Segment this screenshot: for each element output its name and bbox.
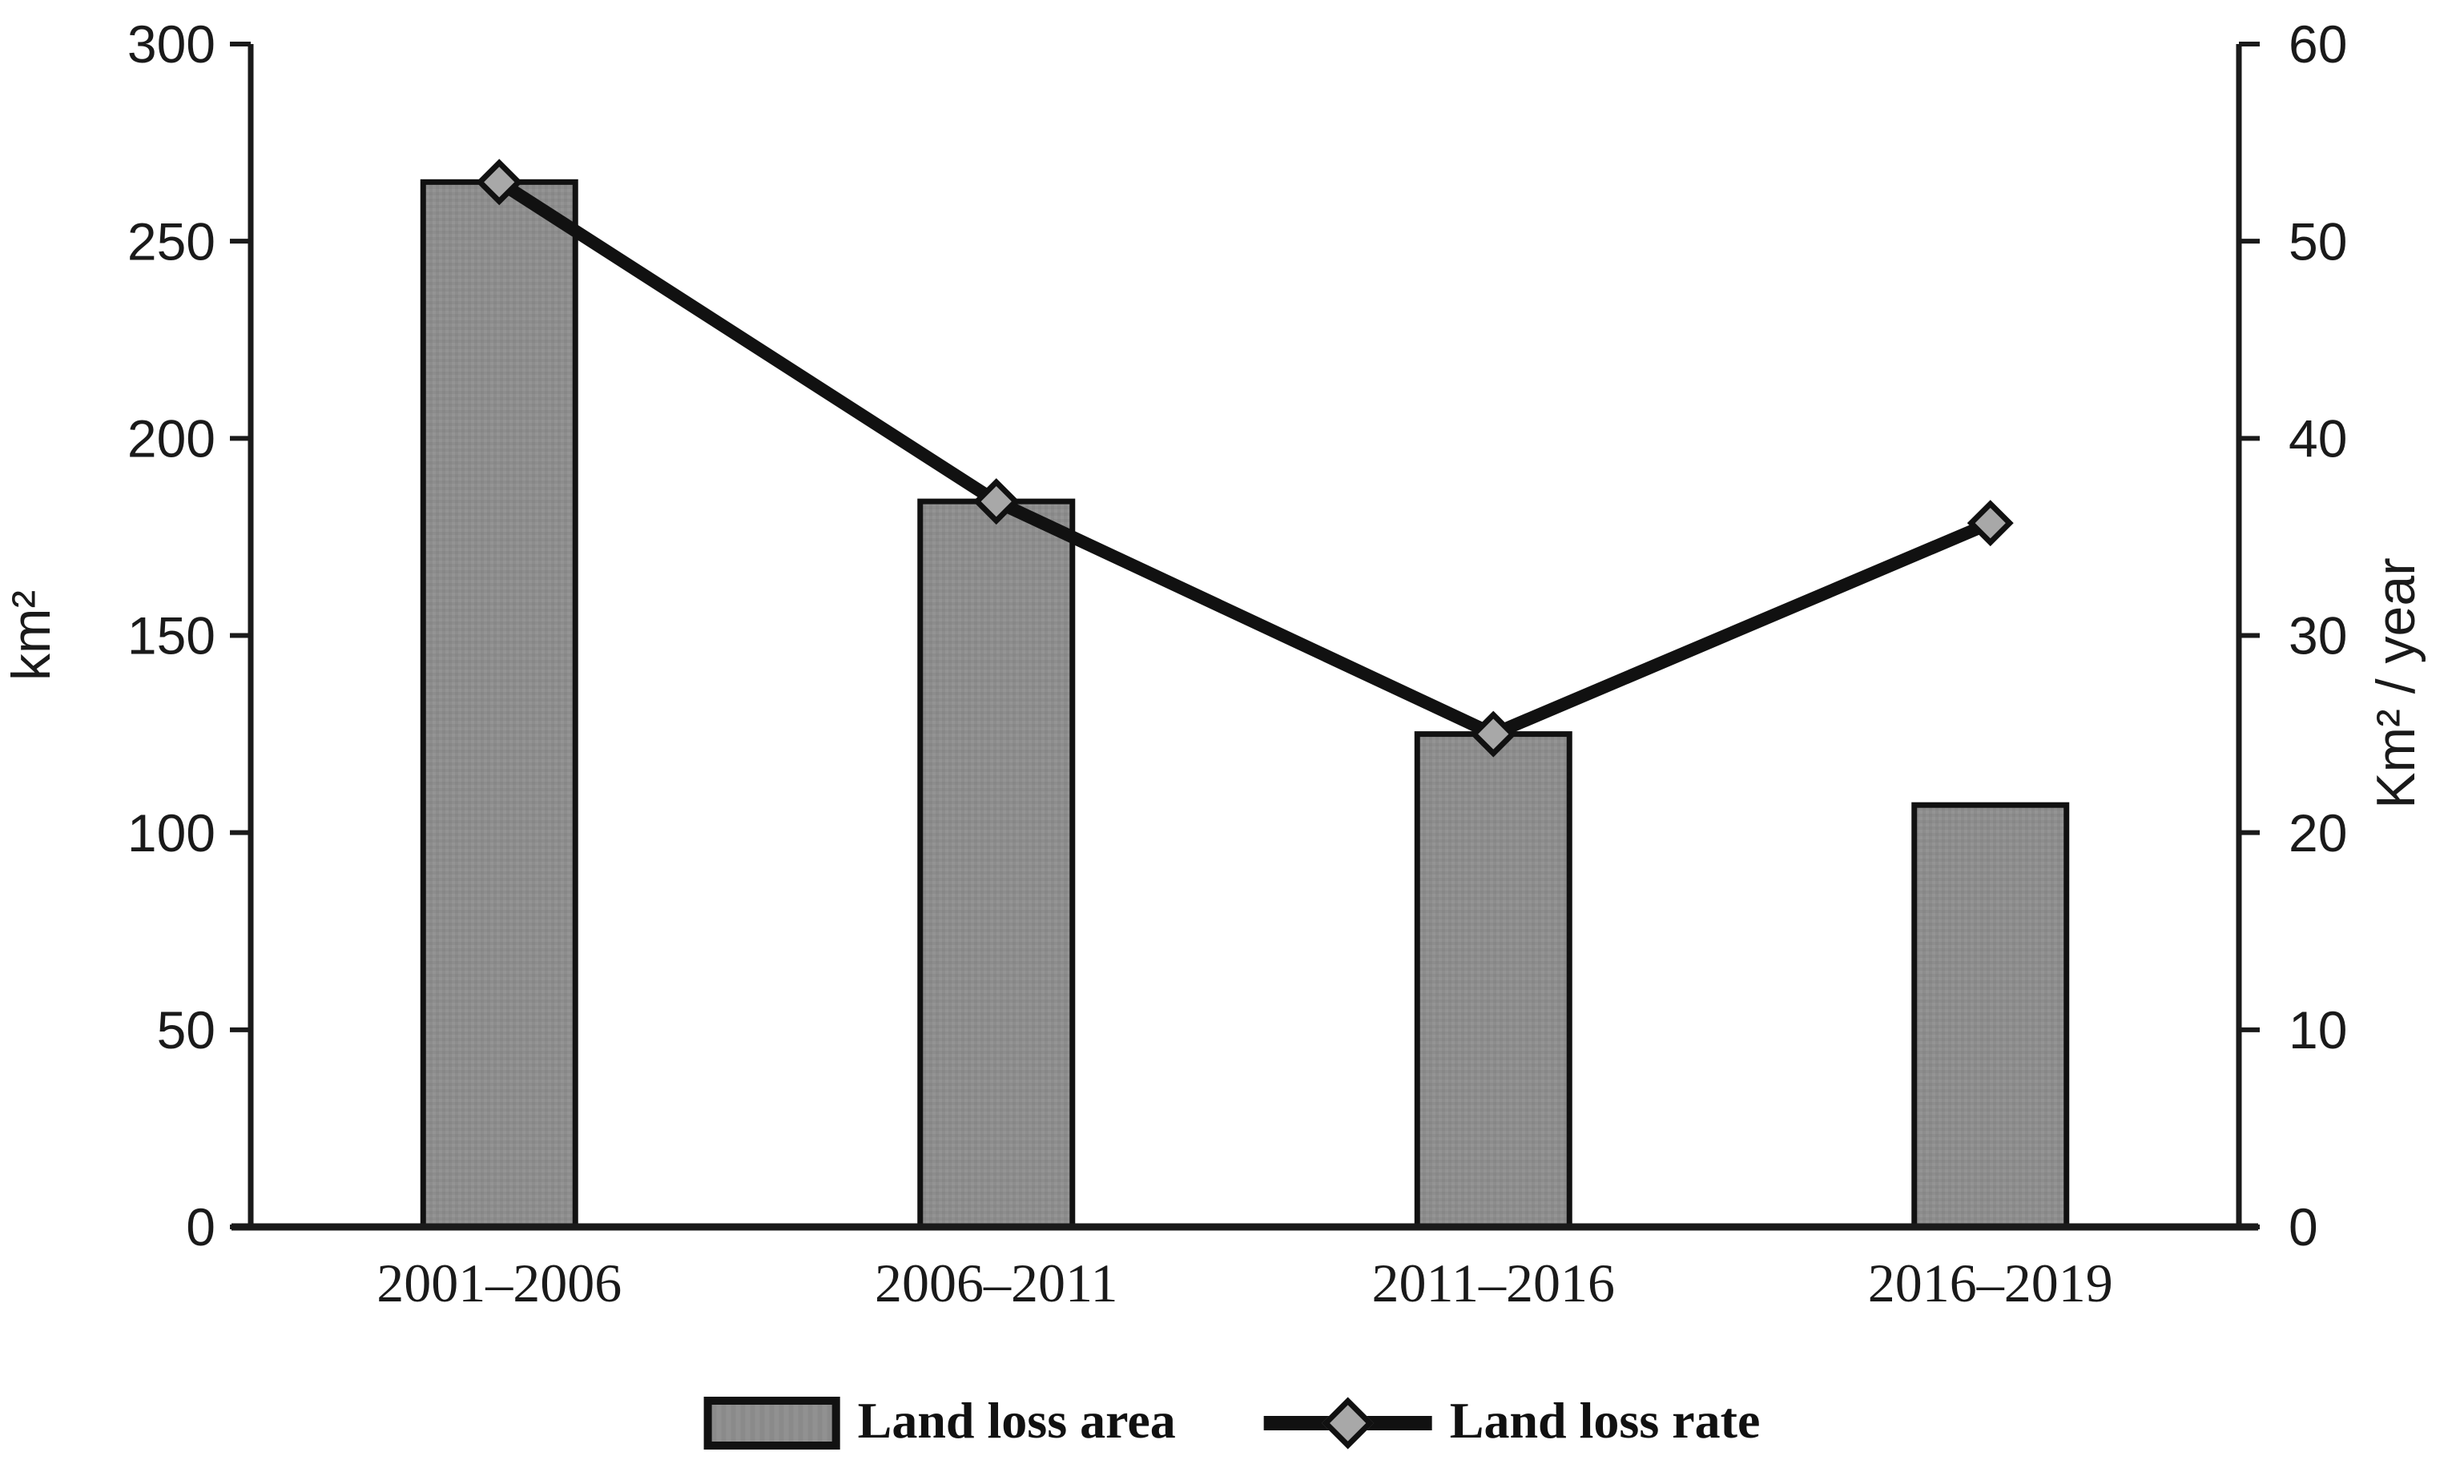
rate-marker-2011–2016 — [1470, 710, 1517, 758]
bar-2006–2011 — [917, 498, 1076, 1230]
y-axis-left-title: km² — [1, 590, 62, 681]
rate-series-swatch-icon — [1263, 1397, 1432, 1450]
legend-item-rate: Land loss rate — [1263, 1392, 1761, 1451]
legend: Land loss area Land loss rate — [703, 1392, 1761, 1451]
y-axis-left-tick-label: 300 — [127, 14, 215, 74]
rate-marker-2001–2006 — [476, 159, 523, 206]
legend-label-area: Land loss area — [857, 1392, 1176, 1449]
y-axis-right-tick-label: 50 — [2289, 211, 2347, 271]
y-axis-right-tick-label: 30 — [2289, 606, 2347, 666]
y-axis-right-title: Km² / year — [2365, 557, 2426, 809]
rate-marker-2006–2011 — [972, 478, 1020, 525]
y-axis-right-tick-label: 0 — [2289, 1197, 2318, 1257]
y-axis-right-tick-label: 40 — [2289, 408, 2347, 468]
y-axis-left-tick-label: 200 — [127, 408, 215, 468]
diamond-marker-icon — [1322, 1397, 1375, 1450]
legend-item-area: Land loss area — [703, 1392, 1176, 1451]
bar-2001–2006 — [420, 179, 578, 1230]
y-axis-left-tick-label: 150 — [127, 606, 215, 666]
bar-2016–2019 — [1911, 802, 2070, 1230]
x-axis-category-label: 2011–2016 — [1372, 1253, 1615, 1313]
y-axis-left-tick-label: 50 — [157, 1000, 215, 1060]
rate-marker-2016–2019 — [1967, 500, 2014, 547]
legend-label-rate: Land loss rate — [1449, 1392, 1761, 1449]
y-axis-left-tick-label: 0 — [186, 1197, 215, 1257]
bar-2011–2016 — [1414, 731, 1572, 1230]
x-axis-category-label: 2001–2006 — [376, 1253, 622, 1313]
rate-line — [495, 176, 1993, 742]
x-axis-category-label: 2006–2011 — [875, 1253, 1117, 1313]
y-axis-right-tick-label: 10 — [2289, 1000, 2347, 1060]
y-axis-left-tick-label: 100 — [127, 803, 215, 863]
x-axis-category-label: 2016–2019 — [1868, 1253, 2113, 1313]
area-series-swatch-icon — [703, 1397, 840, 1450]
y-axis-right-tick-label: 20 — [2289, 803, 2347, 863]
y-axis-left-tick-label: 250 — [127, 211, 215, 271]
y-axis-right-tick-label: 60 — [2289, 14, 2347, 74]
